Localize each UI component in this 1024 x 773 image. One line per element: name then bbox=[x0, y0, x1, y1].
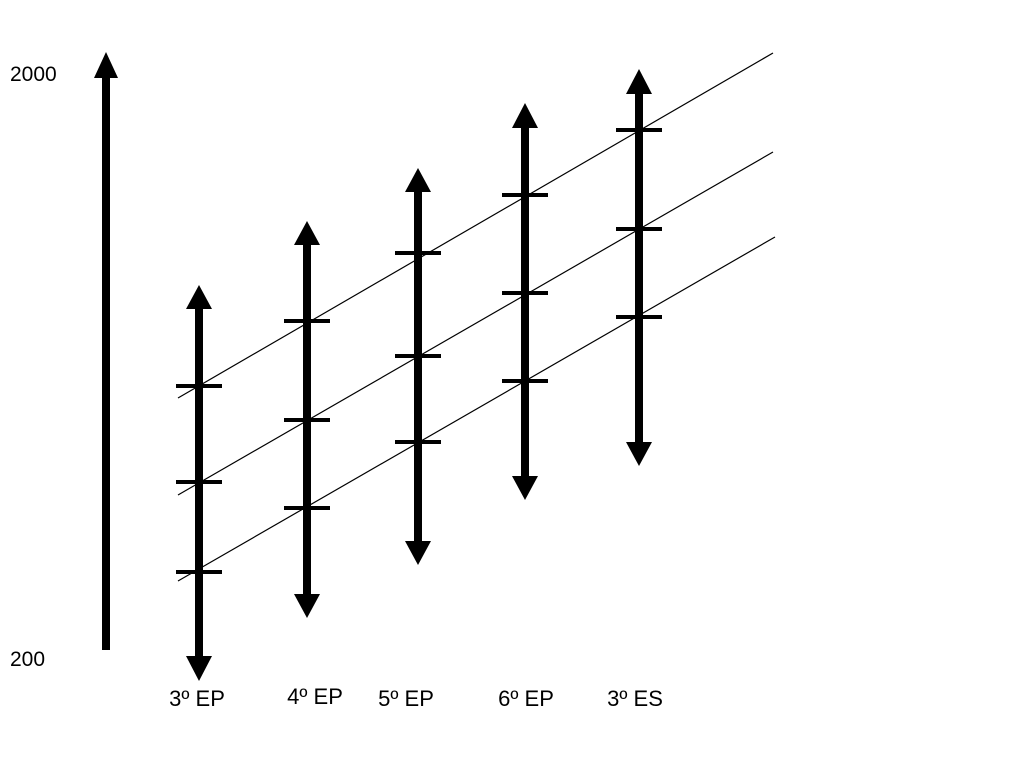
grade-range-arrow-3-es bbox=[616, 69, 662, 466]
grade-label-5-ep: 5º EP bbox=[378, 686, 434, 711]
scale-max-label: 2000 bbox=[10, 63, 57, 86]
arrowhead-down bbox=[405, 541, 431, 565]
arrowhead-down bbox=[186, 656, 212, 681]
grade-range-arrow-4-ep bbox=[284, 221, 330, 618]
grade-label-4-ep: 4º EP bbox=[287, 684, 343, 709]
grade-label-3-es: 3º ES bbox=[607, 686, 663, 711]
grade-range-arrow-5-ep bbox=[395, 168, 441, 565]
grade-label-3-ep: 3º EP bbox=[169, 686, 225, 711]
arrowhead-up bbox=[294, 221, 320, 245]
arrowhead-up bbox=[512, 103, 538, 128]
arrowhead-down bbox=[512, 476, 538, 500]
diagonal-line-middle bbox=[177, 151, 774, 496]
arrowhead-down bbox=[294, 594, 320, 618]
diagonal-lines bbox=[177, 52, 776, 582]
arrowhead-up bbox=[405, 168, 431, 192]
arrowhead-up bbox=[626, 69, 652, 94]
grade-label-6-ep: 6º EP bbox=[498, 686, 554, 711]
scale-min-label: 200 bbox=[10, 648, 46, 671]
grade-range-arrow-3-ep bbox=[176, 285, 222, 681]
arrowhead-up bbox=[186, 285, 212, 309]
diagonal-line-bottom bbox=[177, 236, 776, 582]
diagonal-line-top bbox=[177, 52, 774, 399]
main-scale-axis bbox=[94, 52, 118, 650]
grade-range-arrow-6-ep bbox=[502, 103, 548, 500]
axis-arrowhead-up bbox=[94, 52, 118, 78]
arrowhead-down bbox=[626, 442, 652, 466]
